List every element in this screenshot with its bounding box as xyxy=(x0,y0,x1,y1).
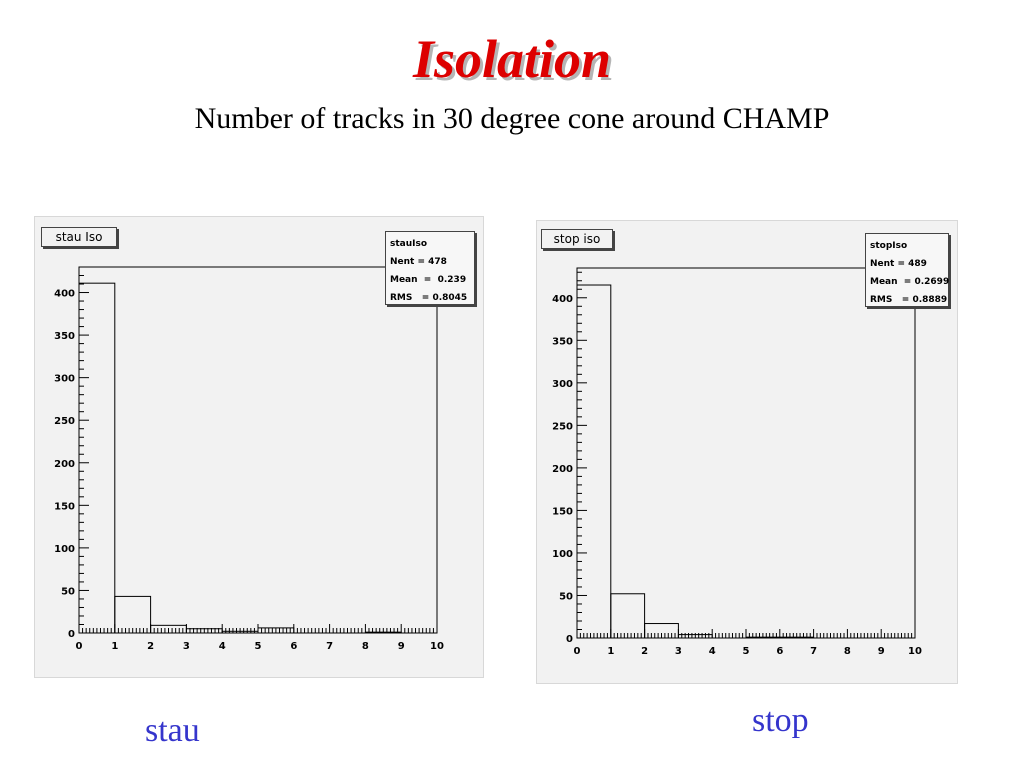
stop-stats-name: stopIso xyxy=(870,241,908,251)
stop-histogram-title: stop iso xyxy=(541,229,613,249)
stop-x-tick-label: 1 xyxy=(607,646,614,657)
stau-y-tick-label: 0 xyxy=(68,629,75,640)
stau-y-tick-label: 250 xyxy=(54,416,75,427)
stau-histogram-panel: 0 1 2 3 4 5 6 7 8 9 10 0 50 100 150 200 250 300 350 400 sta… xyxy=(34,216,484,678)
stop-stats-mean: Mean = 0.2699 xyxy=(870,277,950,287)
stau-caption: stau xyxy=(145,712,200,749)
stop-histogram-panel: 0 1 2 3 4 5 6 7 8 9 10 0 50 100 150 200 250 300 350 400 sto… xyxy=(536,220,958,684)
stop-x-tick-label: 10 xyxy=(908,646,922,657)
stop-x-tick-label: 6 xyxy=(776,646,783,657)
stop-y-tick-label: 150 xyxy=(552,506,573,517)
stop-x-tick-label: 8 xyxy=(844,646,851,657)
stau-x-tick-label: 3 xyxy=(183,641,190,652)
stau-y-tick-label: 200 xyxy=(54,459,75,470)
slide-subtitle: Number of tracks in 30 degree cone aroun… xyxy=(194,102,830,135)
stop-stats-entries: Nent = 489 xyxy=(870,259,927,269)
stop-y-tick-label: 250 xyxy=(552,421,573,432)
stop-x-tick-label: 9 xyxy=(878,646,885,657)
stau-bar-bin-1 xyxy=(114,595,152,634)
stau-y-tick-label: 150 xyxy=(54,501,75,512)
slide-title: Isolation xyxy=(412,29,612,89)
stau-y-tick-label: 400 xyxy=(54,289,75,300)
stop-caption: stop xyxy=(752,702,809,739)
stop-x-tick-label: 7 xyxy=(810,646,817,657)
stop-x-tick-label: 4 xyxy=(709,646,716,657)
stop-y-tick-label: 100 xyxy=(552,549,573,560)
stop-stats-box: stopIso Nent = 489 Mean = 0.2699 RMS = 0… xyxy=(865,233,949,307)
stau-y-tick-label: 100 xyxy=(54,544,75,555)
stop-bar-bin-0 xyxy=(576,284,612,639)
stop-bar-bin-1 xyxy=(610,593,646,639)
stau-x-tick-label: 0 xyxy=(76,641,83,652)
stop-x-tick-label: 0 xyxy=(574,646,581,657)
stop-x-tick-label: 2 xyxy=(641,646,648,657)
stop-y-tick-label: 200 xyxy=(552,464,573,475)
stop-y-tick-label: 400 xyxy=(552,294,573,305)
stau-x-tick-label: 7 xyxy=(326,641,333,652)
stop-y-tick-label: 300 xyxy=(552,379,573,390)
stau-stats-mean: Mean = 0.239 xyxy=(390,275,467,285)
stau-y-tick-label: 300 xyxy=(54,374,75,385)
stop-y-tick-label: 350 xyxy=(552,336,573,347)
stau-x-tick-label: 4 xyxy=(219,641,226,652)
stau-x-tick-label: 5 xyxy=(255,641,262,652)
stau-x-tick-label: 2 xyxy=(147,641,154,652)
stau-stats-entries: Nent = 478 xyxy=(390,257,447,267)
stau-x-tick-label: 6 xyxy=(290,641,297,652)
stau-y-tick-label: 350 xyxy=(54,331,75,342)
stau-bar-bin-0 xyxy=(78,282,116,634)
stau-x-tick-label: 9 xyxy=(398,641,405,652)
stop-x-tick-label: 3 xyxy=(675,646,682,657)
stau-x-tick-label: 1 xyxy=(111,641,118,652)
stau-stats-box: stauIso Nent = 478 Mean = 0.239 RMS = 0.… xyxy=(385,231,475,305)
stau-stats-name: stauIso xyxy=(390,239,428,249)
stop-y-tick-label: 0 xyxy=(566,634,573,645)
stop-x-tick-label: 5 xyxy=(743,646,750,657)
stau-histogram-title: stau Iso xyxy=(41,227,117,247)
stau-x-tick-label: 10 xyxy=(430,641,444,652)
stop-y-tick-label: 50 xyxy=(559,591,573,602)
stau-y-tick-label: 50 xyxy=(61,586,75,597)
stop-plot-frame xyxy=(576,267,916,639)
stau-x-tick-label: 8 xyxy=(362,641,369,652)
stau-stats-rms: RMS = 0.8045 xyxy=(390,293,468,303)
stau-plot-frame xyxy=(78,266,438,634)
stop-stats-rms: RMS = 0.8889 xyxy=(870,295,948,305)
